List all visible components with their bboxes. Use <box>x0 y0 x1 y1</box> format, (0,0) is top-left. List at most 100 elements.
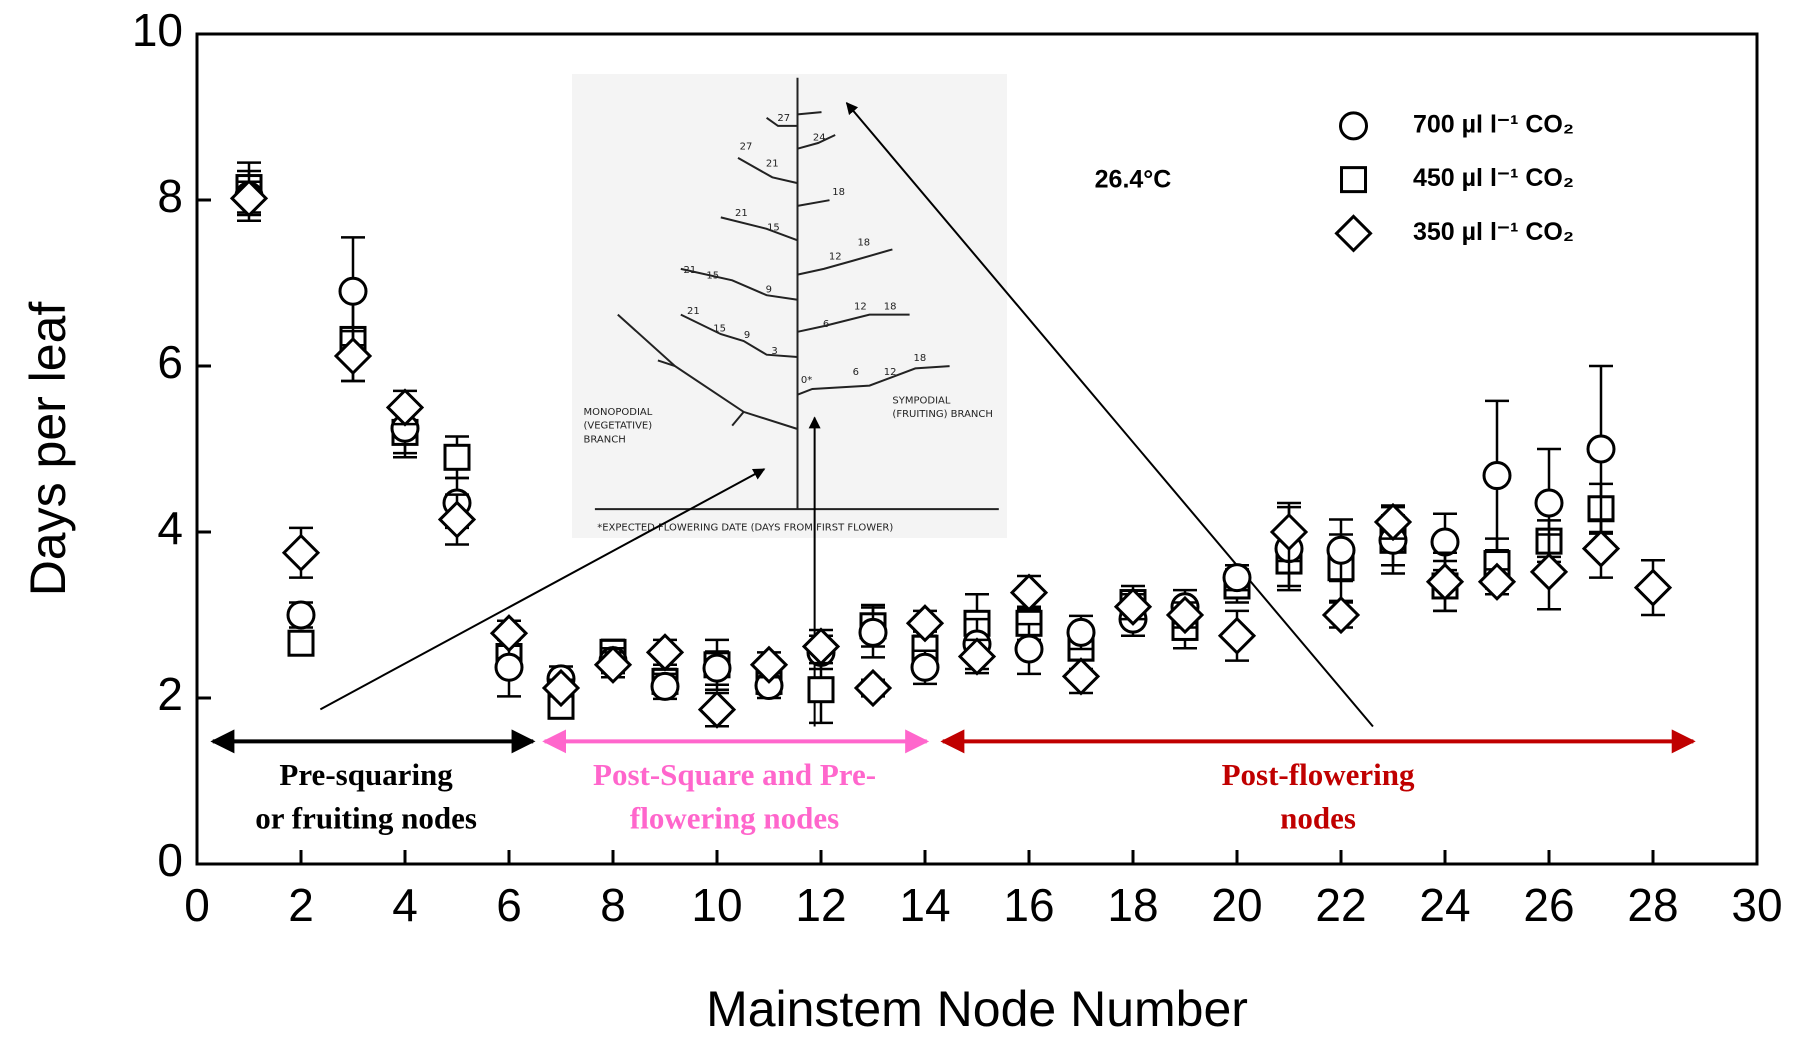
inset-branch <box>720 216 798 242</box>
inset-branch <box>797 111 822 116</box>
point <box>1586 434 1616 464</box>
point <box>1482 461 1512 491</box>
point <box>702 653 732 683</box>
inset-number: 21 <box>687 306 700 317</box>
x-tick-label: 6 <box>496 879 522 931</box>
inset-number: 18 <box>914 353 927 364</box>
inset-branch <box>737 157 798 185</box>
inset-number: 15 <box>713 323 726 334</box>
point <box>910 652 940 682</box>
inset-branch <box>680 267 798 301</box>
point <box>437 500 477 539</box>
point <box>697 690 737 729</box>
inset-label: (FRUITING) BRANCH <box>892 409 992 420</box>
point <box>494 652 524 682</box>
point <box>1581 529 1621 568</box>
inset-label: (VEGETATIVE) <box>584 421 653 432</box>
point <box>905 604 945 643</box>
inset-branch <box>617 313 798 430</box>
inset-branch <box>797 248 893 276</box>
x-tick-label: 28 <box>1627 879 1678 931</box>
point <box>801 627 841 666</box>
point <box>1326 535 1356 565</box>
x-tick-label: 30 <box>1731 879 1782 931</box>
legend-label: 700 µl l⁻¹ CO₂ <box>1413 110 1574 138</box>
point <box>287 629 315 657</box>
plot-frame <box>195 32 1759 866</box>
point <box>1061 657 1101 696</box>
point <box>1425 562 1465 601</box>
point <box>593 645 633 684</box>
x-tick-label: 22 <box>1315 879 1366 931</box>
point <box>1477 562 1517 601</box>
y-tick-label: 10 <box>132 4 183 56</box>
point <box>1014 634 1044 664</box>
inset-number: 27 <box>740 141 753 152</box>
x-tick-label: 18 <box>1107 879 1158 931</box>
point <box>1222 563 1252 593</box>
point <box>1430 527 1460 557</box>
point <box>443 443 471 471</box>
legend-label: 350 µl l⁻¹ CO₂ <box>1413 218 1574 246</box>
point <box>1529 552 1569 591</box>
inset-number: 18 <box>857 238 870 249</box>
inset-branch <box>797 365 950 396</box>
point <box>1009 573 1049 612</box>
point <box>286 600 316 630</box>
inset-branch <box>797 134 836 150</box>
x-tick-label: 14 <box>899 879 950 931</box>
inset-number: 12 <box>884 367 897 378</box>
point <box>1066 617 1096 647</box>
region-label: Pre-squaring <box>279 757 453 792</box>
inset-number: 21 <box>684 265 697 276</box>
y-tick-label: 2 <box>157 668 183 720</box>
x-tick-label: 26 <box>1523 879 1574 931</box>
point <box>1321 595 1361 635</box>
inset-number: 24 <box>813 132 826 143</box>
point <box>489 614 529 653</box>
region-label: Post-flowering <box>1222 757 1415 792</box>
inset-branch <box>797 313 910 333</box>
inset-number: 12 <box>854 302 867 313</box>
inset-number: 6 <box>823 319 829 330</box>
point <box>1373 502 1413 542</box>
point <box>807 676 835 704</box>
x-tick-label: 10 <box>691 879 742 931</box>
point <box>333 336 373 376</box>
point <box>957 637 997 676</box>
inset-number: 6 <box>853 367 859 378</box>
inset-branch <box>657 359 676 368</box>
inset-label: SYMPODIAL <box>892 395 950 406</box>
inset-number: 12 <box>829 251 842 262</box>
point <box>1269 512 1309 552</box>
y-tick-label: 6 <box>157 336 183 388</box>
x-tick-label: 20 <box>1211 879 1262 931</box>
pointer-arrow <box>845 102 1374 728</box>
legend-symbol <box>1340 166 1368 194</box>
y-tick-label: 8 <box>157 170 183 222</box>
point <box>1217 616 1257 655</box>
inset-footnote: *EXPECTED FLOWERING DATE (DAYS FROM FIRS… <box>597 522 893 533</box>
legend-symbol <box>1334 214 1373 253</box>
x-tick-label: 4 <box>392 879 418 931</box>
pointer-arrow <box>319 468 766 711</box>
region-label: or fruiting nodes <box>255 801 477 836</box>
inset-number: 21 <box>735 208 748 219</box>
inset-label: BRANCH <box>584 434 626 445</box>
legend-symbol <box>1339 111 1369 141</box>
point <box>749 645 789 684</box>
inset-number: 3 <box>771 346 777 357</box>
inset-branch <box>680 313 798 358</box>
point <box>281 533 321 572</box>
inset-number: 9 <box>744 330 750 341</box>
point <box>853 668 893 708</box>
point <box>1165 595 1205 635</box>
x-tick-label: 2 <box>288 879 314 931</box>
inset-number: 9 <box>766 284 772 295</box>
point <box>1633 568 1673 607</box>
inset-label: MONOPODIAL <box>584 407 653 418</box>
point <box>650 671 680 701</box>
inset-background <box>572 74 1007 538</box>
x-tick-label: 0 <box>184 879 210 931</box>
region-label: Post-Square and Pre- <box>593 757 876 792</box>
